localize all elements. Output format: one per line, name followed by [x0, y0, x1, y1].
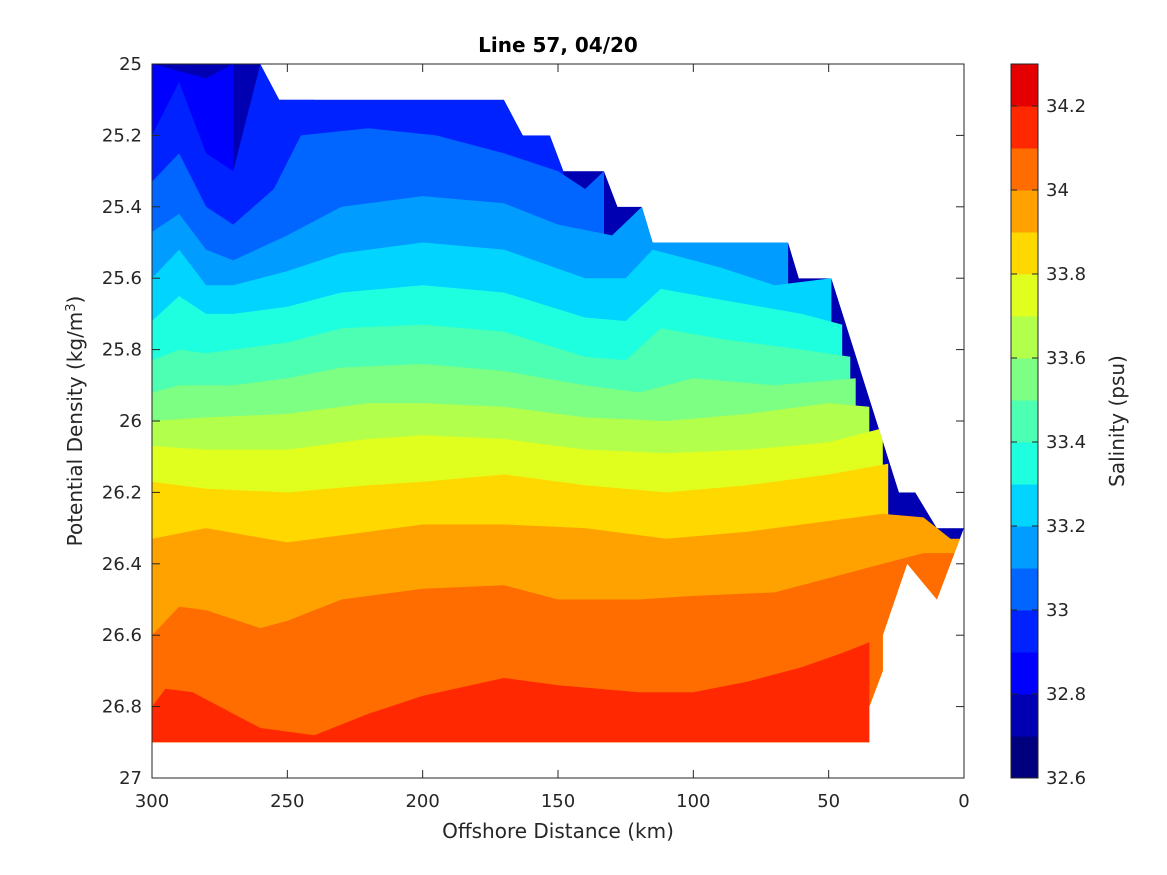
x-tick-label: 50 — [817, 791, 840, 812]
contour-fills — [152, 64, 964, 743]
y-tick-label: 25.4 — [102, 197, 142, 218]
colorbar-frame — [1010, 63, 1039, 779]
colorbar-segment — [1011, 274, 1038, 317]
colorbar-segment — [1011, 148, 1038, 191]
y-axis-ticks: 25 25.2 25.4 25.6 25.8 26 26.2 26.4 26.6 26.8 27 — [102, 54, 964, 789]
colorbar-segment — [1011, 652, 1038, 695]
colorbar-segment — [1011, 526, 1038, 569]
x-tick-label: 100 — [676, 791, 710, 812]
y-axis-label: Potential Density (kg/m3) — [63, 296, 87, 547]
y-tick-label: 27 — [119, 768, 142, 789]
colorbar-segment — [1011, 736, 1038, 779]
x-axis-label: Offshore Distance (km) — [442, 819, 674, 843]
y-tick-label: 26.2 — [102, 482, 142, 503]
y-tick-label: 26.8 — [102, 697, 142, 718]
colorbar-segment — [1011, 484, 1038, 527]
y-axis-label-close: ) — [63, 296, 87, 304]
colorbar-tick-label: 33.4 — [1046, 432, 1086, 453]
y-tick-label: 26.4 — [102, 554, 142, 575]
x-tick-label: 150 — [541, 791, 575, 812]
x-tick-label: 0 — [958, 791, 969, 812]
colorbar-tick-label: 34.2 — [1046, 96, 1086, 117]
colorbar-segment — [1011, 106, 1038, 149]
colorbar-segment — [1011, 64, 1038, 107]
chart-title: Line 57, 04/20 — [478, 33, 638, 57]
x-tick-label: 200 — [405, 791, 439, 812]
colorbar-tick-label: 34 — [1046, 180, 1069, 201]
colorbar: 32.6 32.8 33 33.2 33.4 33.6 33.8 34 34.2 — [1010, 63, 1086, 789]
colorbar-tick-label: 32.8 — [1046, 684, 1086, 705]
colorbar-segment — [1011, 316, 1038, 359]
colorbar-segment — [1011, 358, 1038, 401]
y-tick-label: 25.6 — [102, 268, 142, 289]
colorbar-segment — [1011, 232, 1038, 275]
y-tick-label: 25.8 — [102, 340, 142, 361]
contour-bands — [152, 64, 964, 743]
colorbar-segment — [1011, 610, 1038, 653]
colorbar-tick-label: 33.6 — [1046, 348, 1086, 369]
colorbar-tick-label: 33.2 — [1046, 516, 1086, 537]
y-tick-label: 26 — [119, 411, 142, 432]
y-axis-label-superscript: 3 — [64, 303, 79, 311]
colorbar-tick-label: 33 — [1046, 600, 1069, 621]
colorbar-segment — [1011, 568, 1038, 611]
y-axis-label-main: Potential Density (kg/m — [63, 312, 87, 547]
x-axis-ticks: 300 250 200 150 100 50 0 — [135, 64, 970, 812]
contour-band-34-1 — [152, 642, 870, 743]
x-tick-label: 250 — [270, 791, 304, 812]
y-tick-label: 26.6 — [102, 625, 142, 646]
y-tick-label: 25 — [119, 54, 142, 75]
colorbar-segment — [1011, 442, 1038, 485]
colorbar-segment — [1011, 694, 1038, 737]
colorbar-tick-label: 33.8 — [1046, 264, 1086, 285]
colorbar-tick-label: 32.6 — [1046, 768, 1086, 789]
colorbar-label: Salinity (psu) — [1105, 355, 1129, 487]
x-tick-label: 300 — [135, 791, 169, 812]
colorbar-segment — [1011, 190, 1038, 233]
colorbar-segment — [1011, 400, 1038, 443]
y-tick-label: 25.2 — [102, 125, 142, 146]
